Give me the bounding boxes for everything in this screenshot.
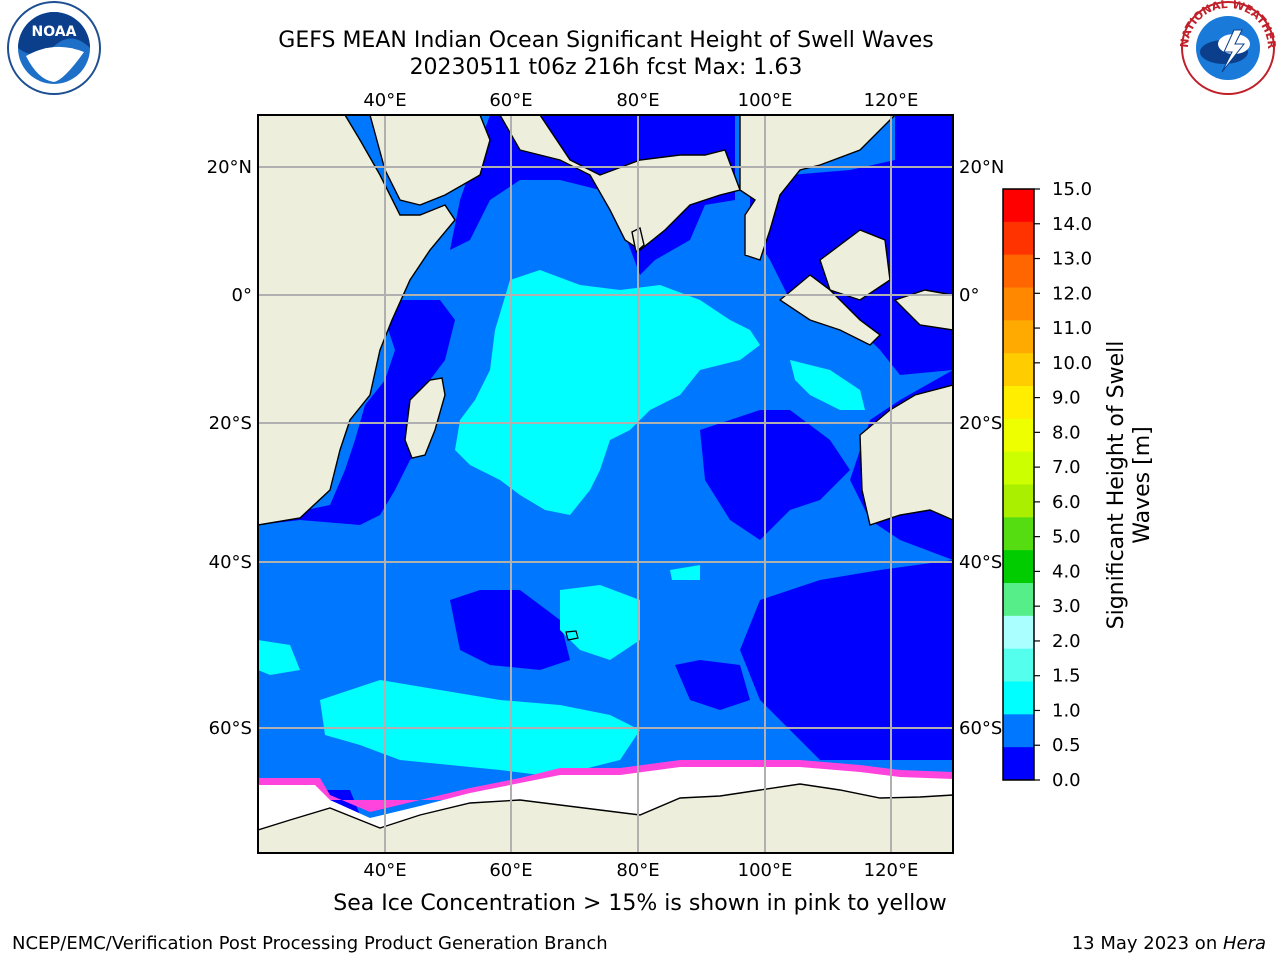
colorbar-frame [1002,188,1035,781]
colorbar-segment [1003,615,1034,650]
nws-logo: NATIONAL WEATHER SERVICE [1178,0,1278,95]
colorbar-segment [1003,386,1034,420]
colorbar-segment [1003,747,1034,781]
chart-subtitle: 20230511 t06z 216h fcst Max: 1.63 [409,55,803,80]
lat-label-right: 60°S [959,718,1002,739]
colorbar-tick-label: 10.0 [1052,353,1092,374]
colorbar-tick-label: 2.0 [1052,631,1081,652]
colorbar-tick-label: 6.0 [1052,492,1081,513]
colorbar-tick-label: 0.0 [1052,770,1081,791]
colorbar-tick-label: 9.0 [1052,388,1081,409]
land-antarctica [258,783,953,853]
colorbar-segment [1003,583,1034,617]
land-india [499,115,741,251]
colorbar-segment [1003,221,1034,256]
colorbar-tick-label: 12.0 [1052,283,1092,304]
kerguelen-island [565,630,579,641]
land-madagascar [404,377,446,459]
swell-0-0.5-regions [258,115,953,815]
land-australia [859,384,953,526]
lon-label-bottom: 120°E [864,860,919,881]
lon-label-bottom: 100°E [738,860,793,881]
lon-label-bottom: 80°E [616,860,659,881]
lon-label-top: 120°E [864,90,919,111]
colorbar-tick-label: 3.0 [1052,596,1081,617]
colorbar-segment [1003,517,1034,551]
colorbar [1003,189,1034,781]
lat-label-right: 40°S [959,552,1002,573]
lat-label-right: 20°N [959,157,1004,178]
colorbar-segment [1003,550,1034,584]
land-islands [893,289,953,331]
colorbar-segment [1003,681,1034,715]
lat-label-left: 40°S [209,552,252,573]
colorbar-ticks: 15.0 14.0 13.0 12.0 11.0 10.0 9.0 8.0 7.0 6.0 5.0 4… [1034,179,1092,791]
lat-label-left: 60°S [209,718,252,739]
map-frame [257,114,954,854]
footer-date: 13 May 2023 on Hera [1072,933,1266,954]
colorbar-tick-label: 15.0 [1052,179,1092,200]
lat-label-left: 20°N [207,157,252,178]
land-sumatra [778,274,882,346]
colorbar-segment [1003,254,1034,288]
lon-label-top: 40°E [363,90,406,111]
colorbar-tick-label: 11.0 [1052,318,1092,339]
graticule [258,115,953,853]
colorbar-tick-label: 0.5 [1052,735,1081,756]
colorbar-segment [1003,484,1034,518]
land-arabia [369,115,491,206]
colorbar-tick-label: 13.0 [1052,249,1092,270]
noaa-logo-text: NOAA [32,24,77,40]
lon-label-top: 100°E [738,90,793,111]
lat-label-left: 0° [232,285,252,306]
colorbar-segment [1003,353,1034,387]
colorbar-tick-label: 4.0 [1052,561,1081,582]
land-se-asia [739,115,896,261]
lon-label-top: 80°E [616,90,659,111]
colorbar-label: Significant Height of Swell Waves [m] [1104,340,1155,630]
colorbar-segment [1003,418,1034,453]
footer-machine: Hera [1222,933,1266,954]
colorbar-tick-label: 8.0 [1052,422,1081,443]
colorbar-tick-label: 7.0 [1052,457,1081,478]
colorbar-tick-label: 5.0 [1052,527,1081,548]
colorbar-segment [1003,189,1034,223]
lon-label-top: 60°E [489,90,532,111]
footer-credit: NCEP/EMC/Verification Post Processing Pr… [12,933,608,954]
colorbar-segment [1003,320,1034,354]
chart-title: GEFS MEAN Indian Ocean Significant Heigh… [278,28,934,53]
noaa-logo: NOAA [7,1,101,95]
colorbar-tick-label: 14.0 [1052,214,1092,235]
lon-label-bottom: 60°E [489,860,532,881]
colorbar-segment [1003,287,1034,321]
colorbar-tick-label: 1.5 [1052,666,1081,687]
colorbar-segment [1003,714,1034,748]
lat-label-right: 0° [959,285,979,306]
colorbar-segment [1003,451,1034,485]
sea-ice-note: Sea Ice Concentration > 15% is shown in … [333,891,947,916]
footer-date-text: 13 May 2023 on [1071,933,1223,954]
lat-label-right: 20°S [959,413,1002,434]
lat-label-left: 20°S [209,413,252,434]
colorbar-tick-label: 1.0 [1052,700,1081,721]
colorbar-segment [1003,648,1034,682]
lon-label-bottom: 40°E [363,860,406,881]
